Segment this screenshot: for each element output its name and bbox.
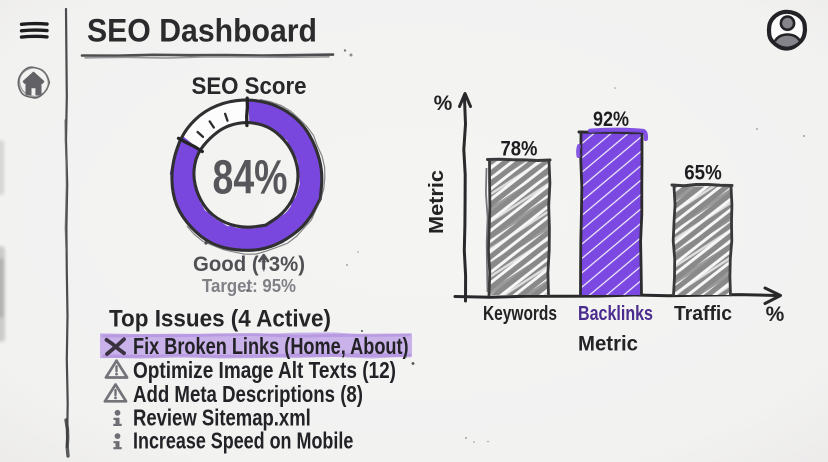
svg-text:SEO Dashboard: SEO Dashboard (87, 13, 317, 49)
svg-text:78%: 78% (501, 137, 538, 161)
svg-text:Keywords: Keywords (483, 302, 557, 325)
svg-text:Top Issues (4 Active): Top Issues (4 Active) (109, 306, 331, 333)
svg-text:SEO Score: SEO Score (192, 73, 307, 100)
svg-text:%: % (766, 303, 785, 326)
svg-text:92%: 92% (593, 107, 629, 131)
svg-text:Fix Broken Links (Home, About): Fix Broken Links (Home, About) (133, 333, 409, 359)
svg-text:Review Sitemap.xml: Review Sitemap.xml (133, 404, 311, 430)
svg-text:Optimize Image Alt Texts (12): Optimize Image Alt Texts (12) (133, 357, 396, 383)
svg-text:84%: 84% (213, 152, 288, 205)
svg-text:Metric: Metric (578, 332, 638, 356)
svg-text:Target: 95%: Target: 95% (202, 275, 296, 296)
svg-text:%: % (434, 92, 453, 115)
svg-text:Increase Speed on Mobile: Increase Speed on Mobile (133, 428, 353, 454)
svg-text:Good (↑3%): Good (↑3%) (193, 253, 305, 276)
svg-text:Backlinks: Backlinks (578, 302, 653, 325)
svg-text:Metric: Metric (425, 170, 448, 234)
svg-text:Traffic: Traffic (674, 302, 732, 325)
svg-text:65%: 65% (684, 161, 722, 185)
svg-text:Add Meta Descriptions (8): Add Meta Descriptions (8) (133, 381, 363, 407)
